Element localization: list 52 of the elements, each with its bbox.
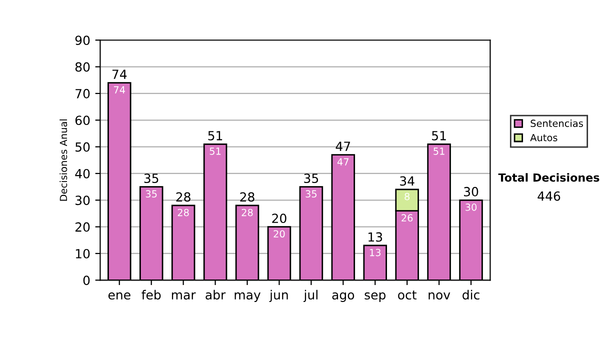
- total-label: 74: [112, 70, 127, 79]
- total-label: 35: [304, 174, 318, 184]
- x-tick-label: dic: [462, 290, 480, 300]
- data-label: 8: [404, 192, 410, 200]
- data-label: 26: [402, 214, 413, 222]
- data-label: 35: [306, 190, 317, 198]
- total-label: 28: [176, 192, 190, 202]
- total-label: 35: [144, 174, 158, 184]
- data-label: 51: [434, 148, 444, 155]
- y-tick-label: 30: [76, 196, 90, 206]
- y-tick-label: 90: [75, 36, 90, 46]
- x-tick-label: feb: [142, 290, 161, 300]
- total-label: 51: [432, 131, 446, 140]
- data-label: 13: [370, 248, 381, 256]
- y-tick-label: 70: [76, 88, 90, 98]
- data-label: 47: [337, 158, 349, 166]
- x-tick-label: ago: [332, 292, 354, 302]
- y-tick-label: 80: [75, 62, 90, 72]
- x-tick-label: abr: [206, 290, 226, 300]
- data-label: 20: [274, 230, 285, 238]
- y-tick-label: 50: [76, 142, 90, 152]
- x-tick-label: may: [234, 292, 260, 302]
- x-tick-label: jun: [269, 290, 288, 302]
- x-tick-label: oct: [398, 290, 416, 300]
- x-tick-label: ene: [108, 292, 130, 300]
- legend-label: Autos: [530, 134, 558, 142]
- x-tick-label: mar: [172, 292, 196, 300]
- y-axis-title: Decisiones Anual: [60, 119, 68, 201]
- text: 446: [538, 191, 560, 201]
- data-label: 35: [146, 190, 157, 198]
- data-label: 28: [242, 208, 253, 216]
- y-tick-label: 20: [75, 222, 90, 232]
- total-label: 28: [240, 192, 254, 202]
- y-tick-label: 60: [75, 116, 90, 126]
- text: Total Decisiones: [498, 173, 600, 182]
- x-tick-label: nov: [428, 292, 450, 300]
- data-label: 51: [210, 148, 221, 155]
- total-label: 34: [400, 176, 414, 186]
- data-label: 30: [466, 204, 477, 211]
- legend-label: Sentencias: [530, 119, 583, 128]
- total-label: 20: [272, 214, 286, 224]
- y-tick-label: 10: [76, 248, 90, 258]
- y-tick-label: 40: [75, 168, 90, 178]
- data-label: 28: [178, 208, 189, 216]
- total-label: 13: [368, 232, 382, 242]
- total-label: 47: [336, 142, 350, 151]
- total-label: 51: [208, 131, 222, 140]
- total-label: 30: [464, 186, 478, 196]
- data-label: 74: [114, 86, 126, 94]
- x-tick-label: sep: [364, 292, 386, 302]
- x-tick-label: jul: [304, 290, 318, 302]
- y-tick-label: 0: [83, 276, 90, 286]
